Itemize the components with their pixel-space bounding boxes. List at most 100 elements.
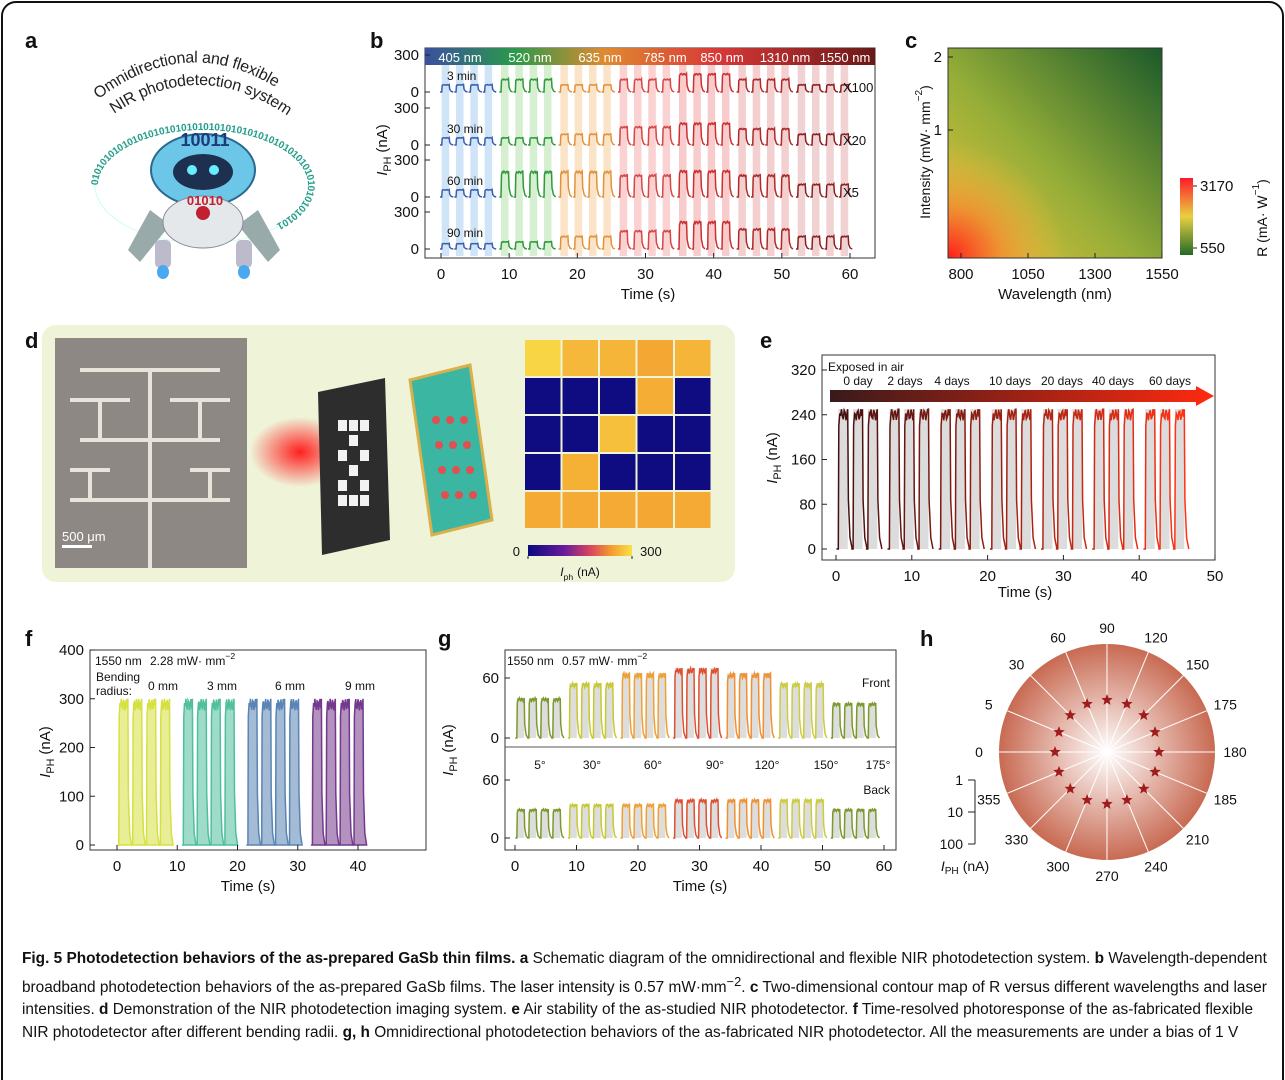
y-axis-title: (nA) [764,432,781,460]
colorbar-label: 550 [1200,240,1225,257]
angle-label: 30 [1009,656,1025,672]
angle-label: 150° [814,758,839,772]
angle-label: 185 [1214,791,1238,807]
angle-label: 300 [1046,859,1070,875]
illumination-band [798,64,806,256]
illumination-band [648,64,656,256]
annotation: 1550 nm [507,654,554,668]
angle-label: 210 [1186,832,1210,848]
photocurrent-trace [260,699,274,845]
flame [238,265,250,279]
x-tick-label: 1550 [1145,266,1178,283]
x-tick-label: 40 [705,266,722,283]
angle-label: 60° [644,758,662,772]
y-axis-title: PH [448,757,460,772]
x-axis-title: Time (s) [998,584,1052,601]
x-tick-label: 30 [637,266,654,283]
duration-label: 60 min [447,174,483,188]
radius-label: 0 mm [148,679,178,693]
illumination-band [1175,409,1184,549]
angle-label: 300 [1046,859,1070,875]
radius-label: 3 mm [207,679,237,693]
angle-label: 150 [1186,656,1210,672]
angle-label: 30 [1009,656,1025,672]
pixel-cell [563,416,599,452]
angle-label: 330 [1005,832,1029,848]
y-tick-label: 300 [394,47,419,64]
mask-pixel [360,450,369,461]
y-tick-label: 0 [411,84,419,101]
angle-label: 180 [1223,744,1247,760]
mask-pixel [338,450,347,461]
y-tick-label: 80 [799,496,816,513]
colorbar [1180,178,1193,255]
annotation: 0.57 mW· mm [562,654,637,668]
angle-label: 90° [706,758,724,772]
colorbar-title: R (mA· W [1254,195,1270,257]
pixel-cell [600,492,636,528]
y-tick-label: 300 [394,152,419,169]
pixel-cell [563,492,599,528]
illumination-band [868,409,877,549]
exposure-arrow [830,386,1214,406]
chip-pixel [466,466,474,474]
photocurrent-trace [274,699,288,845]
x-tick-label: 1050 [1011,266,1044,283]
x-tick-label: 50 [814,858,831,875]
pixel-cell [675,378,711,414]
illumination-band [812,64,820,256]
angle-label: 240 [1144,859,1168,875]
contour-map [948,48,1193,258]
day-label: 0 day [843,374,872,388]
pixel-cell [563,340,599,376]
x-tick-label: 10 [501,266,518,283]
x-tick-label: 60 [876,858,893,875]
caption-text: . [741,979,745,996]
scale-bar [62,545,92,548]
binary-code: 10011 [180,130,229,150]
x-tick-label: 20 [979,568,996,585]
photocurrent-trace [145,699,159,845]
panel-label: e [760,328,772,353]
radial-tick-label: 1 [955,772,963,788]
day-label: 40 days [1092,374,1134,388]
x-tick-label: 10 [169,858,186,875]
photocurrent-trace [339,699,353,845]
day-label: 20 days [1041,374,1083,388]
pixel-cell [675,454,711,490]
panel-label: h [920,626,933,651]
colorbar-title: ) [1254,179,1270,184]
leg [155,240,171,268]
mask-pixel [349,465,358,476]
x-tick-label: 800 [948,266,973,283]
x-tick-label: 0 [832,568,840,585]
x-tick-label: 30 [1055,568,1072,585]
face [173,154,233,190]
angle-label: 175° [866,758,891,772]
pixel-cell [563,378,599,414]
radius-label: 0 mm [148,679,178,693]
caption-label: e [511,1001,520,1018]
radial-tick-label: 100 [940,836,964,852]
x-tick-label: 40 [350,858,367,875]
colorbar-title: −1 [1251,183,1262,195]
photocurrent-trace [210,699,224,845]
x-tick-label: 10 [501,266,518,283]
illumination-band [838,409,847,549]
pixel-cell [563,454,599,490]
y-tick-label: 400 [59,642,84,659]
y-axis-title: PH [772,465,784,480]
y-axis-title: −2 [914,89,925,101]
y-tick-label: 320 [791,362,816,379]
y-tick-label: 0 [411,241,419,258]
angle-label: 60 [1050,629,1066,645]
radius-label: 3 mm [207,679,237,693]
y-tick-label: 60 [482,670,499,687]
illumination-band [1058,409,1067,549]
annotation: Exposed in air [828,360,904,374]
radial-axis-title: IPH(nA) [941,858,989,877]
day-label: 20 days [1041,374,1083,388]
day-label: 60 days [1149,374,1191,388]
angle-label: 0 [975,744,983,760]
panel-label: d [25,328,38,353]
